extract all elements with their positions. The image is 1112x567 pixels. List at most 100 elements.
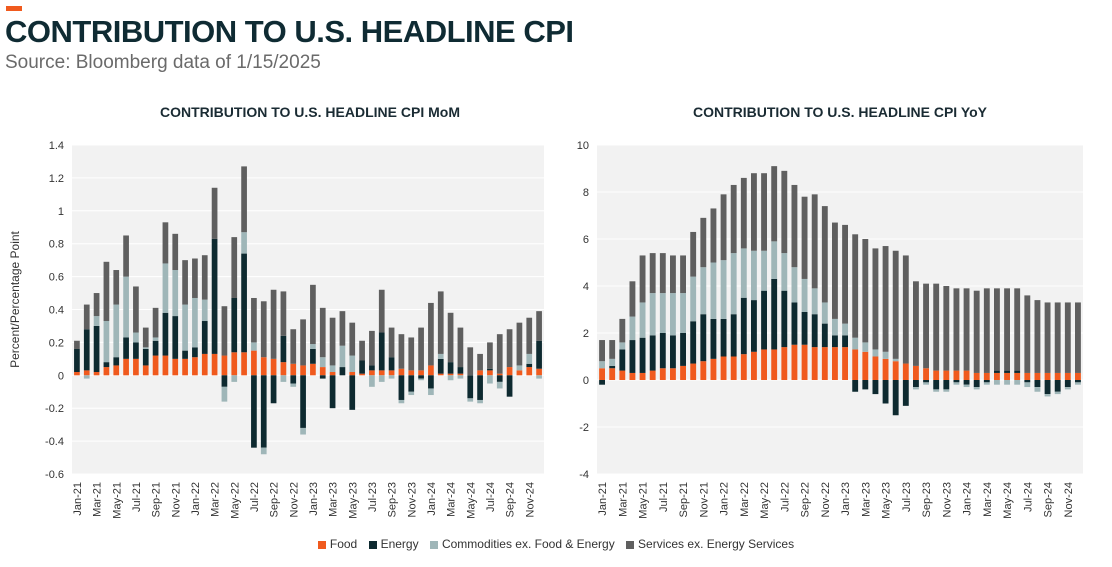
mom-bar-energy: [300, 375, 306, 428]
mom-bar-services-ex-energy-services: [457, 327, 464, 368]
yoy-ytick-label: -2: [579, 422, 589, 434]
mom-bar-food: [428, 365, 434, 376]
yoy-bar-services-ex-energy-services: [801, 196, 808, 279]
mom-bar-commodities-ex-food-energy: [349, 355, 356, 373]
mom-bar-energy: [93, 325, 100, 373]
yoy-bar-energy: [994, 370, 1000, 373]
mom-bar-services-ex-energy-services: [93, 293, 100, 317]
mom-bar-services-ex-energy-services: [447, 312, 454, 363]
yoy-xtick-label: Jan-23: [840, 482, 852, 516]
yoy-bar-energy: [690, 321, 697, 364]
mom-bar-services-ex-energy-services: [506, 329, 513, 368]
mom-bar-services-ex-energy-services: [201, 255, 208, 300]
mom-bar-food: [251, 350, 257, 376]
mom-xtick-label: Jul-23: [367, 482, 379, 512]
mom-xtick-label: Sep-21: [151, 482, 163, 517]
mom-bar-commodities-ex-food-energy: [83, 375, 90, 379]
mom-bar-commodities-ex-food-energy: [496, 381, 503, 389]
yoy-bar-food: [690, 363, 697, 380]
yoy-bar-food: [902, 363, 909, 380]
mom-bar-food: [398, 368, 405, 376]
mom-bar-services-ex-energy-services: [211, 187, 218, 239]
mom-bar-commodities-ex-food-energy: [93, 316, 100, 326]
yoy-bar-energy: [1075, 380, 1081, 383]
yoy-bar-services-ex-energy-services: [943, 286, 950, 371]
mom-bar-energy: [182, 350, 188, 359]
yoy-xtick-label: Jan-22: [719, 482, 731, 516]
mom-bar-services-ex-energy-services: [408, 337, 415, 371]
mom-xtick-label: Mar-23: [328, 482, 340, 517]
yoy-bar-food: [842, 347, 848, 380]
yoy-bar-energy: [670, 335, 676, 369]
legend-label-food: Food: [329, 537, 358, 551]
mom-bar-commodities-ex-food-energy: [260, 447, 267, 455]
mom-bar-energy: [319, 375, 326, 379]
mom-bar-energy: [447, 362, 454, 374]
mom-bar-commodities-ex-food-energy: [428, 388, 434, 396]
yoy-bar-energy: [842, 335, 848, 348]
yoy-bar-food: [1024, 372, 1031, 380]
yoy-bar-services-ex-energy-services: [1034, 300, 1041, 373]
mom-bar-commodities-ex-food-energy: [437, 353, 444, 359]
mom-ytick-label: -0.2: [45, 403, 64, 415]
yoy-bar-energy: [1014, 370, 1021, 373]
mom-bar-energy: [388, 357, 395, 371]
yoy-bar-energy: [832, 335, 838, 348]
mom-xtick-label: Sep-23: [387, 482, 399, 517]
mom-bar-commodities-ex-food-energy: [172, 270, 179, 317]
mom-bar-food: [152, 355, 159, 376]
yoy-bar-energy: [1044, 380, 1051, 395]
yoy-bar-commodities-ex-food-energy: [639, 302, 646, 338]
mom-bar-food: [300, 365, 306, 376]
yoy-bar-commodities-ex-food-energy: [943, 389, 950, 392]
mom-xtick-label: Jan-22: [190, 482, 202, 516]
yoy-bar-services-ex-energy-services: [710, 208, 717, 263]
yoy-bar-food: [791, 344, 798, 380]
mom-bar-services-ex-energy-services: [74, 340, 80, 349]
yoy-bar-food: [994, 372, 1000, 380]
mom-bar-commodities-ex-food-energy: [103, 321, 110, 363]
yoy-bar-commodities-ex-food-energy: [680, 293, 686, 333]
yoy-bar-commodities-ex-food-energy: [599, 361, 605, 369]
yoy-bar-energy: [730, 314, 737, 357]
yoy-xtick-label: May-21: [638, 482, 650, 519]
yoy-bar-food: [832, 347, 838, 380]
mom-bar-commodities-ex-food-energy: [241, 232, 247, 254]
yoy-bar-food: [933, 370, 940, 380]
yoy-bar-commodities-ex-food-energy: [740, 248, 747, 298]
yoy-xtick-label: Mar-22: [739, 482, 751, 517]
mom-bar-services-ex-energy-services: [113, 270, 120, 305]
yoy-bar-services-ex-energy-services: [983, 288, 990, 373]
mom-bar-services-ex-energy-services: [329, 317, 336, 366]
mom-bar-food: [408, 370, 415, 376]
yoy-bar-food: [913, 365, 919, 380]
yoy-bar-energy: [821, 323, 828, 348]
yoy-bar-services-ex-energy-services: [751, 173, 757, 251]
yoy-bar-services-ex-energy-services: [902, 255, 909, 364]
mom-bar-food: [447, 373, 454, 376]
legend: Food Energy Commodities ex. Food & Energ…: [0, 537, 1112, 551]
mom-bar-food: [290, 363, 297, 376]
mom-xtick-label: Nov-23: [406, 482, 418, 517]
mom-bar-food: [437, 373, 444, 376]
mom-ytick-label: 0.4: [49, 305, 64, 317]
yoy-xtick-label: Mar-21: [617, 482, 629, 517]
legend-label-services: Services ex. Energy Services: [638, 537, 795, 551]
mom-xtick-label: Jul-21: [131, 482, 143, 512]
yoy-bar-food: [923, 368, 929, 380]
mom-bar-commodities-ex-food-energy: [447, 375, 454, 381]
yoy-bar-energy: [923, 380, 929, 383]
yoy-bar-commodities-ex-food-energy: [791, 267, 798, 303]
yoy-bar-commodities-ex-food-energy: [1064, 387, 1071, 390]
yoy-bar-commodities-ex-food-energy: [811, 288, 818, 315]
mom-bar-food: [123, 358, 129, 376]
yoy-bar-energy: [781, 290, 788, 348]
yoy-bar-energy: [761, 290, 767, 350]
mom-xtick-label: Sep-22: [269, 482, 281, 517]
yoy-bar-food: [973, 372, 980, 380]
mom-bar-commodities-ex-food-energy: [418, 378, 424, 381]
yoy-bar-energy: [1024, 380, 1031, 383]
mom-bar-commodities-ex-food-energy: [467, 398, 474, 402]
mom-bar-energy: [369, 365, 375, 371]
